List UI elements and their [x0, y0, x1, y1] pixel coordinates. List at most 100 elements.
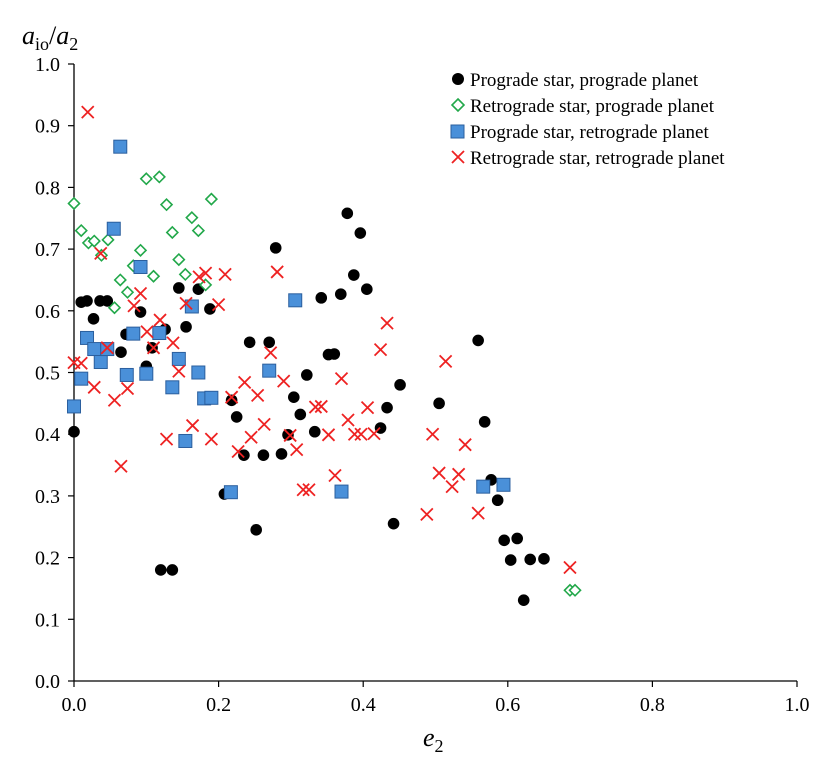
x-tick-label: 0.0: [62, 694, 87, 716]
legend-marker-square: [450, 124, 465, 139]
legend-marker-circle: [452, 73, 464, 85]
data-point: [563, 560, 577, 575]
data-point: [334, 484, 349, 499]
series-circle: [68, 207, 550, 606]
data-point: [420, 507, 434, 522]
series-diamond: [67, 170, 582, 597]
data-point: [171, 351, 186, 366]
data-point: [511, 532, 523, 545]
data-point: [296, 483, 310, 497]
data-point: [81, 295, 93, 307]
data-point: [166, 564, 179, 576]
data-point: [315, 292, 328, 304]
data-point: [244, 430, 258, 444]
data-point: [341, 207, 354, 220]
data-point: [113, 273, 127, 287]
data-point: [496, 477, 511, 492]
data-points: [67, 105, 582, 606]
legend-label: Retrograde star, retrograde planet: [470, 148, 725, 169]
data-point: [126, 326, 141, 341]
legend-label: Prograde star, prograde planet: [470, 70, 699, 91]
data-point: [204, 192, 219, 206]
data-point: [153, 313, 167, 327]
data-point: [394, 379, 406, 391]
data-point: [101, 295, 114, 307]
data-point: [568, 583, 582, 597]
data-point: [334, 288, 347, 300]
data-point: [172, 364, 186, 378]
data-point: [283, 428, 297, 443]
y-tick-label: 0.5: [35, 363, 60, 385]
axes: [68, 63, 798, 687]
data-point: [262, 363, 277, 378]
data-point: [257, 417, 271, 431]
data-point: [224, 390, 239, 404]
x-tick-label: 0.4: [351, 694, 376, 716]
data-point: [198, 266, 213, 280]
data-point: [172, 252, 186, 267]
x-axis-label: e2: [423, 723, 444, 756]
data-point: [498, 534, 510, 547]
y-tick-label: 1.0: [35, 54, 60, 76]
data-point: [139, 172, 153, 186]
data-point: [204, 390, 219, 405]
data-point: [119, 367, 134, 382]
data-point: [517, 594, 530, 606]
data-point: [74, 356, 88, 370]
data-point: [184, 299, 199, 314]
x-tick-labels: 0.0 0.2 0.4 0.6 0.8 1.0: [62, 694, 810, 716]
data-point: [115, 346, 127, 358]
data-point: [538, 553, 550, 565]
y-tick-label: 0.6: [35, 301, 60, 323]
data-point: [165, 380, 180, 395]
data-point: [87, 234, 101, 248]
data-point: [179, 296, 193, 311]
data-point: [139, 366, 154, 381]
x-tick-label: 1.0: [785, 694, 810, 716]
data-point: [282, 429, 294, 441]
data-point: [154, 564, 167, 576]
y-tick-label: 0.2: [35, 548, 60, 570]
data-point: [114, 459, 128, 473]
legend-item-retrograde-prograde: Retrograde star, prograde planet: [450, 96, 715, 117]
y-tick-labels: 0.0 0.1 0.2 0.3 0.4 0.5 0.6 0.7 0.8 0.9 1.0: [35, 54, 60, 693]
data-point: [178, 433, 193, 448]
data-point: [237, 375, 252, 390]
data-point: [225, 394, 238, 407]
data-point: [302, 483, 316, 497]
data-point: [348, 269, 360, 281]
data-point: [152, 170, 166, 184]
data-point: [106, 221, 121, 236]
data-point: [100, 341, 114, 355]
data-point: [476, 479, 491, 494]
y-tick-label: 0.3: [35, 486, 60, 508]
data-point: [288, 293, 303, 308]
data-point: [433, 397, 445, 410]
data-point: [471, 506, 485, 520]
data-point: [347, 427, 362, 441]
data-point: [211, 297, 226, 312]
data-point: [491, 494, 504, 507]
data-point: [360, 401, 375, 415]
data-point: [87, 380, 101, 394]
data-point: [80, 330, 95, 345]
data-point: [251, 388, 265, 402]
data-point: [191, 223, 205, 238]
data-point: [308, 400, 323, 414]
data-point: [192, 270, 206, 284]
data-point: [180, 321, 192, 333]
data-point: [166, 336, 180, 350]
y-tick-label: 0.8: [35, 177, 60, 199]
data-point: [74, 223, 88, 238]
data-point: [257, 449, 270, 461]
data-point: [191, 365, 206, 380]
data-point: [294, 408, 307, 421]
data-point: [334, 372, 349, 386]
data-point: [185, 211, 199, 225]
data-point: [373, 343, 388, 357]
data-point: [341, 413, 355, 427]
data-point: [67, 399, 81, 414]
x-tick-label: 0.6: [495, 694, 520, 716]
x-tick-label: 0.2: [206, 694, 231, 716]
